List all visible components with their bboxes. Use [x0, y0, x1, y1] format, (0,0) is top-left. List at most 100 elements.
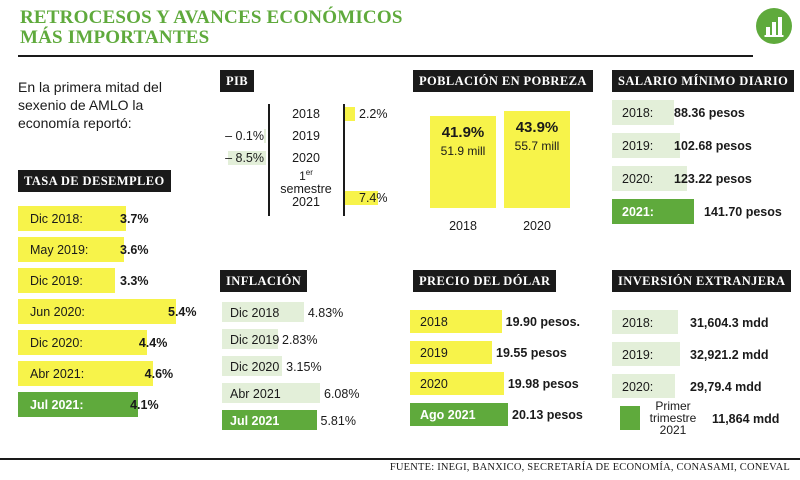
data-label: 6.08%	[324, 387, 360, 401]
bar-label: Jun 2020:	[30, 305, 85, 319]
bar	[620, 406, 640, 432]
dollar-header: PRECIO DEL DÓLAR	[413, 270, 557, 292]
category-label: 2018	[449, 219, 477, 233]
axis-line-positive	[343, 104, 345, 216]
footer-divider	[0, 458, 800, 460]
data-label: – 8.5%	[225, 151, 264, 165]
axis-line-negative	[268, 104, 270, 216]
unemployment-header: TASA DE DESEMPLEO	[18, 170, 171, 192]
bar	[410, 403, 508, 428]
data-label: 5.4%	[168, 305, 197, 319]
data-label: 141.70 pesos	[704, 205, 782, 219]
bar-label: 2021:	[622, 205, 654, 219]
data-label: 4.4%	[138, 336, 168, 350]
inflation-chart: Dic 2018 4.83% Dic 2019 2.83% Dic 2020 3.15% A…	[222, 302, 402, 437]
bar	[345, 107, 355, 121]
data-sublabel: 55.7 mill	[514, 139, 560, 154]
bar	[222, 356, 283, 378]
bar-label: 2020:	[622, 172, 654, 186]
data-label: 31,604.3 mdd	[690, 316, 769, 330]
bar	[18, 330, 147, 357]
bar-label: Abr 2021	[230, 387, 281, 401]
bar-label: Jul 2021	[230, 414, 280, 428]
investment-chart: 2018: 31,604.3 mdd 2019: 32,921.2 mdd 2020: 2…	[612, 310, 792, 440]
bar	[410, 341, 492, 366]
bar-label: Dic 2019:	[30, 274, 83, 288]
title-line-2: MÁS IMPORTANTES	[20, 27, 210, 48]
data-label: 5.81%	[320, 414, 356, 428]
title-line-1: RETROCESOS Y AVANCES ECONÓMICOS	[20, 7, 403, 28]
category-label: 2019	[292, 129, 320, 143]
bar	[612, 374, 676, 400]
bar	[612, 166, 688, 193]
bar-label: 2019	[420, 346, 448, 360]
bar-label: May 2019:	[30, 243, 89, 257]
bar-label: 2018	[420, 315, 448, 329]
bar-label: trimestre	[649, 411, 697, 425]
intro-text: En la primera mitad del sexenio de AMLO …	[18, 79, 162, 131]
data-label: 19.90 pesos.	[505, 315, 580, 329]
bar-label: Abr 2021:	[30, 367, 85, 381]
data-label: 29,79.4 mdd	[690, 380, 762, 394]
bar-label: 2020:	[622, 380, 654, 394]
data-label: 4.83%	[307, 306, 344, 320]
bar	[227, 151, 266, 165]
bar-label: Dic 2018:	[30, 212, 83, 226]
source-note: FUENTE: INEGI, BANXICO, SECRETARÍA DE EC…	[389, 462, 790, 473]
data-label: 3.15%	[286, 360, 322, 374]
bar	[504, 111, 570, 208]
min-wage-header: SALARIO MÍNIMO DIARIO	[612, 70, 795, 92]
bar	[410, 372, 504, 397]
category-label: 2018	[292, 107, 320, 121]
bar-label: Jul 2021:	[30, 398, 84, 412]
bar	[222, 302, 304, 324]
data-label: 4.6%	[144, 367, 174, 381]
bar	[612, 310, 679, 336]
bar	[612, 199, 694, 226]
bar	[18, 392, 139, 419]
bar-label: 2021	[659, 423, 687, 437]
category-label-line: 1er	[299, 168, 313, 183]
data-label: 3.3%	[120, 274, 149, 288]
inflation-header: INFLACIÓN	[220, 270, 308, 292]
pib-chart: 2018 2.2% 2019 – 0.1% 2020 – 8.5% 1er semestre 2…	[210, 100, 400, 220]
bar-label: 2020	[420, 377, 448, 391]
pib-header: PIB	[220, 70, 255, 92]
bar-label: 2018:	[622, 106, 654, 120]
bar-chart-icon	[756, 8, 792, 44]
data-label: – 0.1%	[225, 129, 264, 143]
data-label: 19.98 pesos	[507, 377, 579, 391]
investment-header: INVERSIÓN EXTRANJERA	[612, 270, 792, 292]
data-label: 102.68 pesos	[674, 139, 752, 153]
data-label: 2.2%	[359, 107, 388, 121]
page-title: RETROCESOS Y AVANCES ECONÓMICOS MÁS IMPO…	[20, 8, 403, 48]
bar-label: 2019:	[622, 139, 654, 153]
bar-label: 2018:	[622, 316, 654, 330]
bar	[410, 310, 502, 335]
bar	[345, 191, 379, 205]
min-wage-chart: 2018: 88.36 pesos 2019: 102.68 pesos 2020: 12…	[612, 100, 792, 235]
bar	[264, 129, 266, 143]
category-label: 1er semestre 2021	[274, 166, 338, 209]
unemployment-chart: Dic 2018: 3.7% May 2019: 3.6% Dic 2019: 3.3% J…	[18, 206, 198, 436]
data-label: 43.9%	[515, 119, 559, 137]
category-label: 2020	[292, 151, 320, 165]
bar	[430, 115, 496, 208]
bar-label: Dic 2018	[230, 306, 280, 320]
superscript: er	[305, 168, 313, 177]
bar	[222, 410, 317, 432]
bar	[18, 237, 124, 264]
bar-label: Dic 2020	[230, 360, 280, 374]
bar	[222, 383, 320, 405]
data-sublabel: 51.9 mill	[440, 143, 486, 158]
bar	[18, 268, 115, 295]
data-label: 7.4%	[359, 191, 388, 205]
title-divider	[18, 55, 753, 57]
data-label: 4.1%	[130, 398, 159, 412]
bar	[612, 133, 680, 160]
data-label: 32,921.2 mdd	[690, 348, 769, 362]
data-label: 19.55 pesos	[496, 346, 567, 360]
bar	[18, 361, 153, 388]
bar	[222, 329, 278, 351]
bar	[18, 299, 176, 326]
